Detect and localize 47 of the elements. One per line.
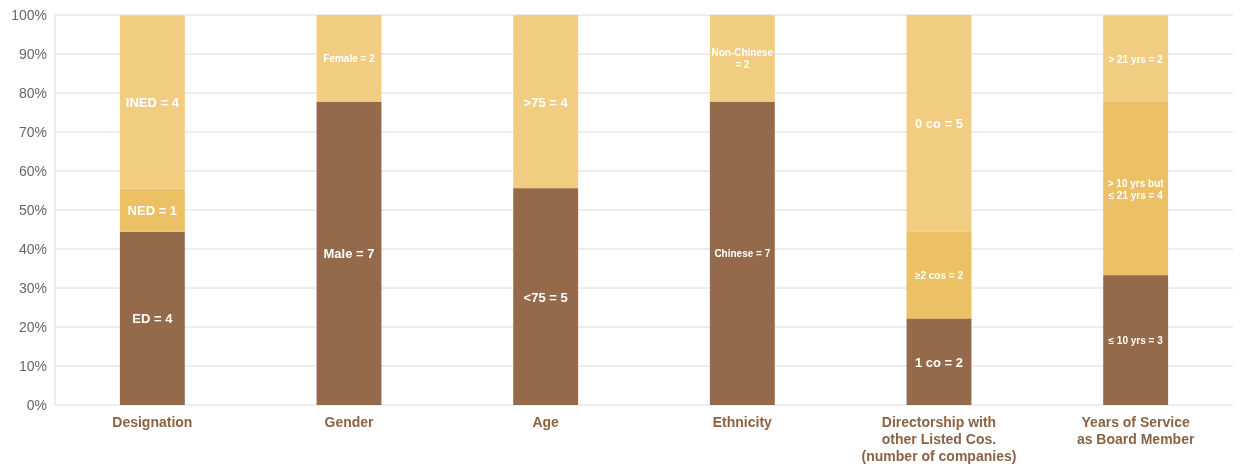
bar bbox=[119, 188, 185, 232]
annotation: Female = 2 bbox=[323, 52, 376, 64]
annotation: Chinese = 7 bbox=[714, 247, 771, 259]
y-tick-label: 10% bbox=[18, 358, 47, 374]
bar bbox=[119, 15, 185, 189]
annotation: >75 = 4 bbox=[523, 94, 569, 110]
y-tick-label: 30% bbox=[18, 280, 47, 296]
annotation: Male = 7 bbox=[323, 245, 375, 261]
annotation: Non-Chinese = 2 bbox=[711, 46, 774, 70]
bar bbox=[709, 15, 775, 102]
annotation: 0 co = 5 bbox=[914, 115, 964, 131]
bar bbox=[906, 231, 972, 319]
bar bbox=[1103, 15, 1169, 102]
annotation: ≤ 10 yrs = 3 bbox=[1108, 334, 1164, 346]
bar bbox=[1103, 101, 1169, 276]
annotation: INED = 4 bbox=[125, 94, 180, 110]
x-tick-label: Directorship with other Listed Cos. (number of companies) bbox=[861, 414, 1017, 464]
y-tick-label: 90% bbox=[18, 46, 47, 62]
bar bbox=[906, 318, 972, 405]
annotation: ≥2 cos = 2 bbox=[914, 269, 964, 281]
y-tick-label: 100% bbox=[11, 7, 47, 23]
bar bbox=[513, 15, 579, 189]
bar bbox=[906, 15, 972, 232]
bar bbox=[119, 231, 185, 405]
x-tick-label: Ethnicity bbox=[712, 414, 773, 430]
annotation: ED = 4 bbox=[132, 310, 174, 326]
annotation: <75 = 5 bbox=[523, 289, 568, 305]
annotation: > 10 yrs but ≤ 21 yrs = 4 bbox=[1107, 177, 1165, 201]
x-tick-label: Gender bbox=[324, 414, 375, 430]
annotation: 1 co = 2 bbox=[914, 354, 964, 370]
y-tick-label: 20% bbox=[18, 319, 47, 335]
annotation: NED = 1 bbox=[127, 202, 178, 218]
bar bbox=[1103, 275, 1169, 405]
y-tick-label: 70% bbox=[18, 124, 47, 140]
bar bbox=[709, 101, 775, 405]
bar bbox=[513, 188, 579, 405]
annotation: > 21 yrs = 2 bbox=[1108, 53, 1164, 65]
bar bbox=[316, 101, 382, 405]
y-tick-label: 0% bbox=[26, 397, 47, 413]
x-tick-label: Designation bbox=[112, 414, 193, 430]
x-tick-label: Age bbox=[532, 414, 560, 430]
bar bbox=[316, 15, 382, 102]
y-tick-label: 50% bbox=[18, 202, 47, 218]
y-tick-label: 60% bbox=[18, 163, 47, 179]
y-tick-label: 40% bbox=[18, 241, 47, 257]
y-tick-label: 80% bbox=[18, 85, 47, 101]
x-tick-label: Years of Service as Board Member bbox=[1076, 414, 1195, 447]
